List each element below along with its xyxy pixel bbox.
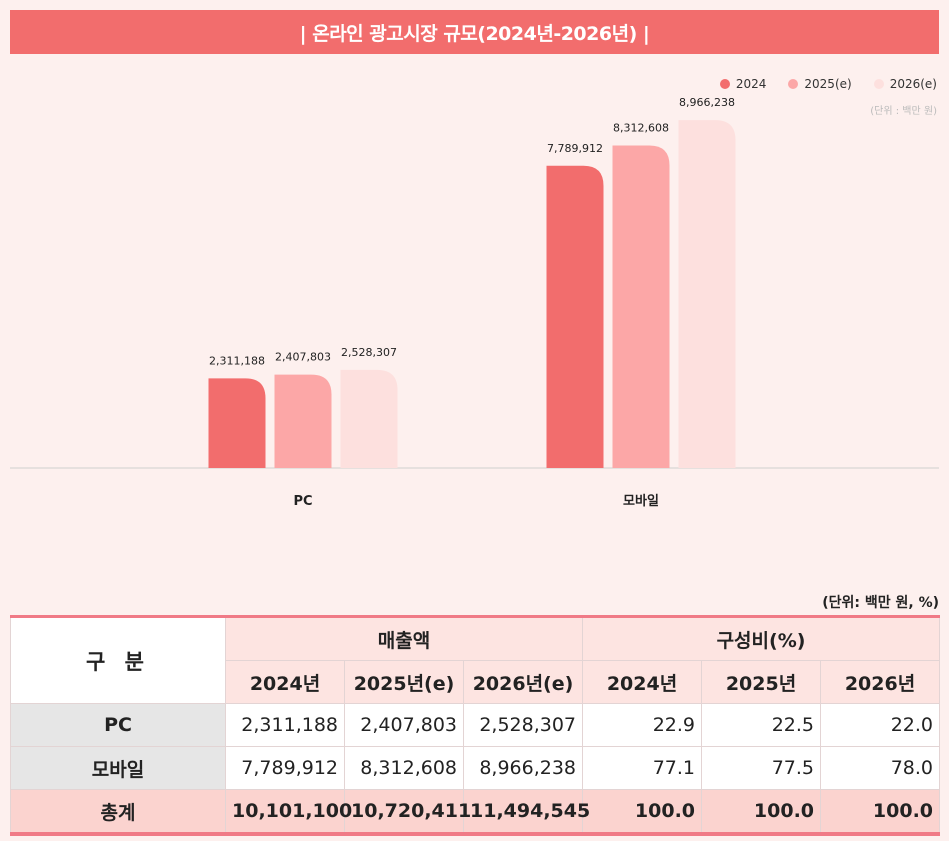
value-label-0-2: 2,528,307 [341,346,397,359]
cell: 77.5 [701,746,822,790]
value-label-1-1: 8,312,608 [613,121,669,134]
bar-1-1 [612,145,670,468]
cell: 7,789,912 [225,746,345,790]
subheader-rev-2025: 2025년(e) [344,660,464,704]
cell: 100.0 [701,789,822,835]
subheader-rev-2024: 2024년 [225,660,345,704]
chart-unit-label: (단위 : 백만 원) [870,106,937,117]
cell: 22.5 [701,703,822,747]
cell: 8,312,608 [344,746,464,790]
legend-dot-2026 [873,79,884,89]
legend-label-2024: 2024 [735,77,767,91]
row-label-pc: PC [10,703,226,747]
legend-label-2026: 2026(e) [889,77,937,91]
cell: 100.0 [820,789,941,835]
legend-dot-2024 [719,79,730,89]
table-header-row-2: 2024년 2025년(e) 2026년(e) 2024년 2025년 2026… [11,660,941,704]
bar-0-0 [208,378,266,468]
table-header-row-1: 구 분 매출액 구성비(%) [10,616,941,704]
value-label-1-0: 7,789,912 [547,142,603,155]
bar-chart: 2,311,188 2,407,803 2,528,307 PC 7,789,912 8,… [10,96,939,509]
value-label-0-0: 2,311,188 [209,354,265,367]
bar-1-0 [546,165,604,469]
table-corner-header: 구 분 [10,616,226,704]
row-label-total: 총계 [10,789,226,835]
cell: 10,101,100 [225,789,352,835]
legend-item-2025: 2025(e) [788,77,852,91]
cell: 22.9 [582,703,703,747]
cell: 10,720,411 [344,789,471,835]
legend-label-2025: 2025(e) [804,77,852,91]
chart-title: | 온라인 광고시장 규모(2024년-2026년) | [299,22,650,45]
data-table: 구 분 매출액 구성비(%) 2024년 2025년(e) 2026년(e) 2… [10,615,941,836]
legend-item-2026: 2026(e) [873,77,937,91]
category-label-0: PC [293,494,312,509]
row-label-mobile: 모바일 [10,746,226,790]
cell: 8,966,238 [462,746,584,790]
cell: 2,528,307 [462,703,584,747]
table-row-pc: PC 2,311,188 2,407,803 2,528,307 22.9 22… [10,703,941,747]
legend-dot-2025 [788,79,799,89]
title-banner: | 온라인 광고시장 규모(2024년-2026년) | [10,10,939,54]
value-label-1-2: 8,966,238 [679,96,735,109]
cell: 11,494,545 [462,789,590,835]
subheader-rev-2026: 2026년(e) [462,660,584,704]
cell: 2,407,803 [344,703,464,747]
bar-0-2 [340,369,398,468]
subheader-share-2024: 2024년 [582,660,703,704]
table-row-total: 총계 10,101,100 10,720,411 11,494,545 100.… [10,789,941,835]
value-label-0-1: 2,407,803 [275,351,331,364]
header-revenue: 매출액 [224,616,584,661]
header-share: 구성비(%) [582,616,941,661]
table-row-mobile: 모바일 7,789,912 8,312,608 8,966,238 77.1 7… [10,746,941,790]
cell: 77.1 [582,746,703,790]
table-unit-label: (단위: 백만 원, %) [822,595,939,611]
bar-0-1 [274,374,332,468]
cell: 78.0 [820,746,941,790]
subheader-share-2025: 2025년 [701,660,822,704]
cell: 22.0 [820,703,941,747]
subheader-share-2026: 2026년 [820,660,941,704]
category-label-1: 모바일 [623,493,659,509]
bar-1-2 [678,120,736,469]
cell: 100.0 [582,789,703,835]
chart-legend: 2024 2025(e) 2026(e) [719,77,937,91]
legend-item-2024: 2024 [719,77,767,91]
cell: 2,311,188 [225,703,345,747]
